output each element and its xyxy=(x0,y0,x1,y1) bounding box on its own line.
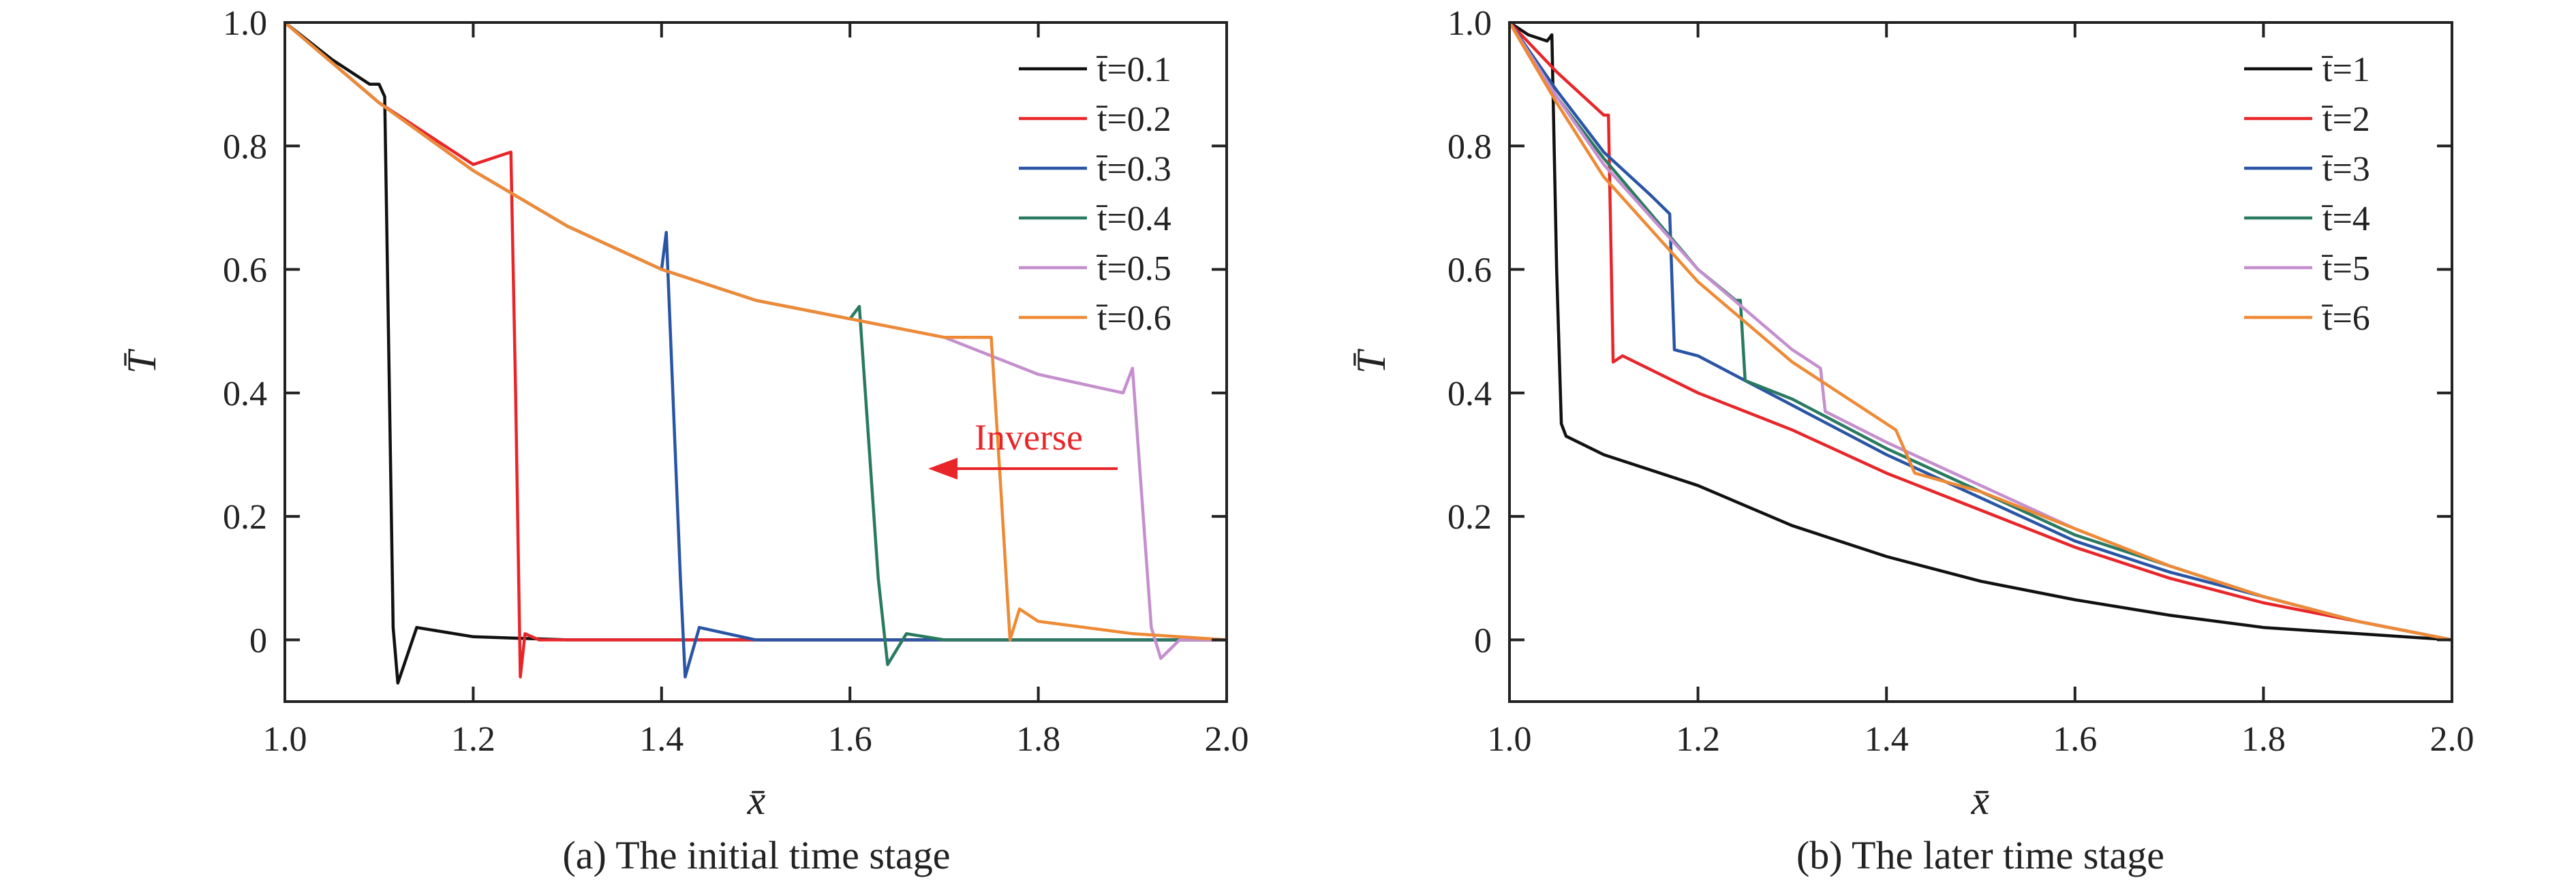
legend-label: t̄=6 xyxy=(2322,299,2370,338)
chart-panel-a: 1.0 1.2 1.4 1.6 1.8 2.0 0 0.2 0.4 0.6 0.8 1.0 x̄ T̄ (a… xyxy=(119,4,1249,877)
legend-label: t̄=0.3 xyxy=(1097,150,1171,189)
series-line-2 xyxy=(285,22,1227,678)
series-line-1 xyxy=(285,22,1227,685)
x-tick-label: 1.4 xyxy=(639,720,684,759)
series-line-5 xyxy=(1509,22,2452,642)
y-tick-label: 0.4 xyxy=(223,375,267,413)
x-tick-label: 1.6 xyxy=(828,720,872,759)
legend-label: t̄=0.4 xyxy=(1097,200,1171,238)
y-tick-label: 0.8 xyxy=(1447,127,1492,166)
legend-label: t̄=0.5 xyxy=(1097,249,1171,288)
y-axis-label: T̄ xyxy=(119,349,164,374)
y-tick-label: 0.6 xyxy=(1447,251,1492,290)
y-tick-label: 0.6 xyxy=(223,251,267,290)
y-tick-label: 1.0 xyxy=(1447,4,1492,43)
y-tick-label: 1.0 xyxy=(223,4,267,43)
x-tick-label: 2.0 xyxy=(1205,720,1249,759)
legend-label: t̄=0.2 xyxy=(1097,100,1171,139)
y-tick-label: 0 xyxy=(1474,621,1492,660)
legend-label: t̄=3 xyxy=(2322,150,2370,189)
x-tick-label: 1.2 xyxy=(451,720,495,759)
legend-label: t̄=4 xyxy=(2322,200,2370,238)
panel-caption: (a) The initial time stage xyxy=(562,833,950,877)
plot-frame xyxy=(1508,21,2453,703)
series-line-3 xyxy=(1509,22,2452,642)
x-tick-label: 1.0 xyxy=(1488,720,1532,759)
x-tick-label: 1.0 xyxy=(263,720,307,759)
legend-label: t̄=1 xyxy=(2322,50,2370,89)
series-line-2 xyxy=(1509,22,2452,642)
annotation-arrow-head xyxy=(928,458,957,480)
x-tick-label: 2.0 xyxy=(2430,720,2474,759)
x-tick-label: 1.8 xyxy=(1016,720,1060,759)
chart-panel-b: 1.0 1.2 1.4 1.6 1.8 2.0 0 0.2 0.4 0.6 0.8 1.0 x̄ T̄ (b… xyxy=(1349,4,2474,877)
legend: t̄=0.1 t̄=0.2 t̄=0.3 t̄=0.4 t̄=0.5 t̄=0.6 xyxy=(1019,50,1171,338)
series-line-3 xyxy=(285,22,1227,678)
y-tick-label: 0.2 xyxy=(1447,498,1492,537)
legend: t̄=1 t̄=2 t̄=3 t̄=4 t̄=5 t̄=6 xyxy=(2244,50,2370,338)
x-tick-label: 1.8 xyxy=(2241,720,2286,759)
legend-label: t̄=0.6 xyxy=(1097,299,1171,338)
plot-frame xyxy=(283,21,1228,703)
annotation-label: Inverse xyxy=(975,417,1083,458)
y-axis-label: T̄ xyxy=(1349,349,1394,374)
series-line-6 xyxy=(285,22,1227,642)
x-axis-label: x̄ xyxy=(747,778,766,823)
legend-label: t̄=5 xyxy=(2322,249,2370,288)
legend-label: t̄=0.1 xyxy=(1097,50,1171,89)
series-line-4 xyxy=(1509,22,2452,642)
x-axis-label: x̄ xyxy=(1971,778,1990,823)
x-tick-label: 1.6 xyxy=(2053,720,2097,759)
y-tick-label: 0.8 xyxy=(223,127,267,166)
y-tick-label: 0.4 xyxy=(1447,375,1492,413)
y-tick-label: 0.2 xyxy=(223,498,267,537)
legend-label: t̄=2 xyxy=(2322,100,2370,139)
y-tick-label: 0 xyxy=(249,621,267,660)
x-tick-label: 1.2 xyxy=(1676,720,1720,759)
series-line-6 xyxy=(1509,22,2452,642)
panel-caption: (b) The later time stage xyxy=(1796,833,2164,877)
annotation-inverse: Inverse xyxy=(928,417,1118,480)
x-tick-label: 1.4 xyxy=(1865,720,1909,759)
series-line-1 xyxy=(1509,22,2452,642)
